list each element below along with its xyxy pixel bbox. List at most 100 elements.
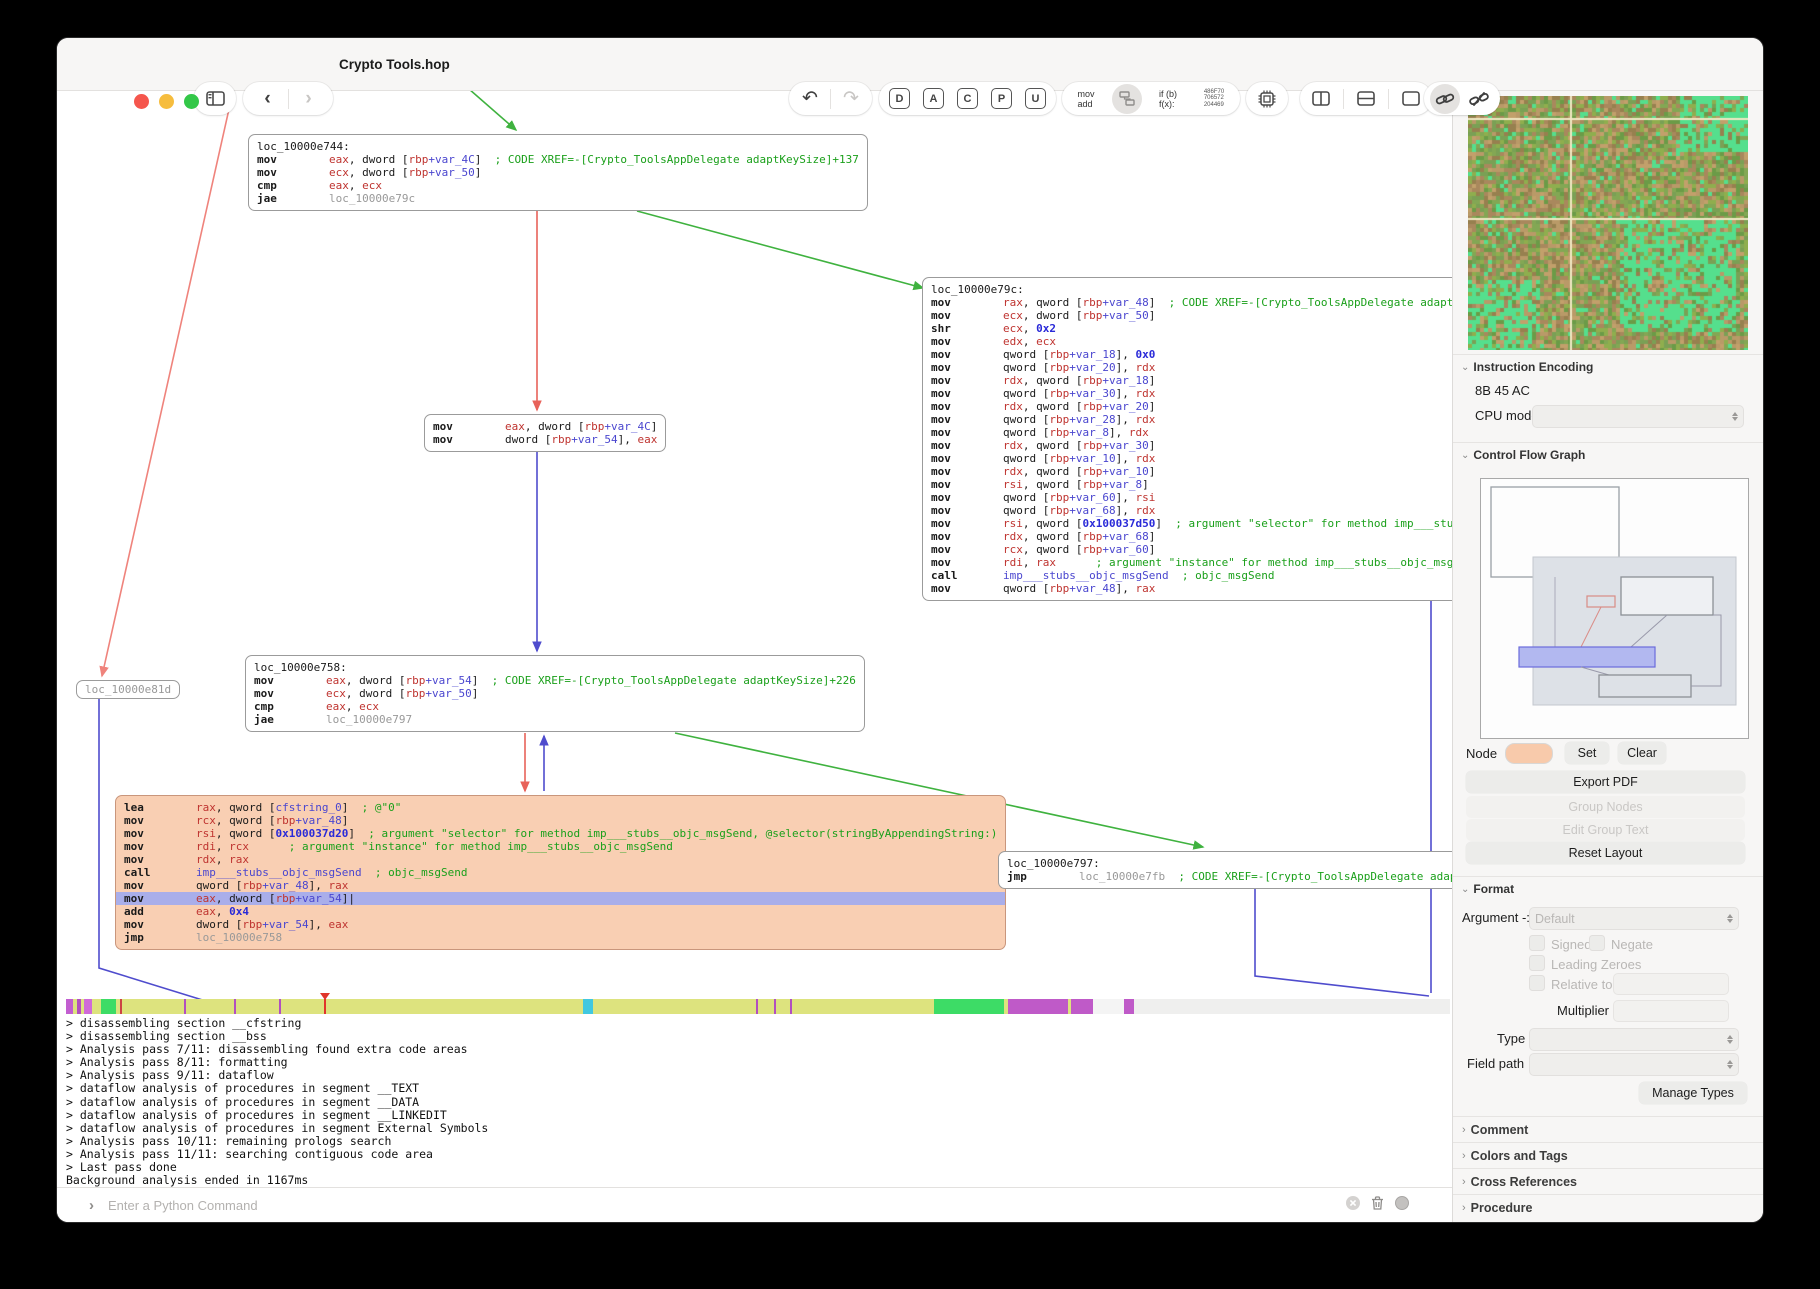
basic-block-loc_10000e81d[interactable]: loc_10000e81d [76,680,180,699]
group-nodes-button: Group Nodes [1466,796,1745,818]
instruction-line: movqword [rbp+var_60], rsi [931,491,1452,504]
assembly-view-button[interactable]: movadd [1068,84,1104,114]
instruction-line: movqword [rbp+var_28], rdx [931,413,1452,426]
hex-view-button[interactable]: 486F70706572204469 [1194,84,1234,114]
redo-icon[interactable]: ↷ [836,84,866,114]
relative-to-checkbox: Relative to [1529,975,1612,992]
node-color-well[interactable] [1505,743,1553,764]
analysis-log: > disassembling section __cfstring> disa… [66,1017,488,1187]
instruction-line: moveax, dword [rbp+var_4C] [433,420,657,433]
section-procedure[interactable]: ›Procedure [1453,1195,1763,1220]
python-command-input[interactable]: Enter a Python Command [108,1198,1345,1213]
zoom-window-button[interactable] [184,94,199,109]
checkbox-icon [1589,935,1605,951]
type-buttons-group: DACPU [879,82,1056,115]
instruction-line: movqword [rbp+var_18], 0x0 [931,348,1452,361]
manage-types-button[interactable]: Manage Types [1639,1082,1747,1104]
instruction-line: cmpeax, ecx [257,179,859,192]
multiplier-field[interactable] [1613,1000,1729,1022]
instruction-line: movqword [rbp+var_8], rdx [931,426,1452,439]
left-sidebar-toggle-icon[interactable] [200,84,230,114]
basic-block-loc_10000e758[interactable]: loc_10000e758:moveax, dword [rbp+var_54]… [245,655,865,732]
split-vertical-icon[interactable] [1306,84,1336,114]
basic-block-mid_block[interactable]: moveax, dword [rbp+var_4C]movdword [rbp+… [424,414,666,452]
checkbox-icon [1529,955,1545,971]
minimize-window-button[interactable] [159,94,174,109]
section-comment[interactable]: ›Comment [1453,1117,1763,1142]
checkbox-icon [1529,935,1545,951]
instruction-line: jaeloc_10000e797 [254,713,856,726]
title-bar: ‹ › Crypto Tools.hop ↶ ↷ DACPU movadd if… [57,38,1763,91]
basic-block-loc_10000e744[interactable]: loc_10000e744:moveax, dword [rbp+var_4C]… [248,134,868,211]
link-views-icon[interactable] [1430,84,1460,114]
divider [830,89,831,109]
toolbar-letter-p-button[interactable]: P [991,88,1012,109]
instruction-line: movqword [rbp+var_48], rax [931,582,1452,595]
cpu-chip-icon[interactable] [1252,84,1282,114]
instruction-line: movrdx, qword [rbp+var_68] [931,530,1452,543]
section-control-flow-graph[interactable]: ⌄ Control Flow Graph [1461,448,1585,462]
close-window-button[interactable] [134,94,149,109]
unlink-views-icon[interactable] [1464,84,1494,114]
instruction-line: loc_10000e797: [1007,857,1452,870]
node-set-button[interactable]: Set [1565,742,1609,764]
back-button[interactable]: ‹ [253,84,283,114]
python-command-bar: › Enter a Python Command [57,1187,1452,1222]
field-path-select[interactable] [1529,1053,1739,1076]
chevron-right-icon: › [1462,1150,1466,1162]
inspector-sidebar: ⌄ Instruction Encoding 8B 45 AC CPU mode… [1452,90,1763,1222]
clear-command-icon[interactable] [1345,1195,1361,1216]
section-colors-and-tags[interactable]: ›Colors and Tags [1453,1143,1763,1168]
chevron-down-icon: ⌄ [1461,362,1469,373]
instruction-line: addeax, 0x4 [124,905,997,918]
pseudocode-view-button[interactable]: if (b)f(x): [1150,84,1186,114]
instruction-line: movecx, dword [rbp+var_50] [931,309,1452,322]
instruction-line: loc_10000e758: [254,661,856,674]
export-pdf-button[interactable]: Export PDF [1466,771,1745,793]
split-horizontal-icon[interactable] [1351,84,1381,114]
reset-layout-button[interactable]: Reset Layout [1466,842,1745,864]
checkbox-icon [1529,975,1545,991]
basic-block-loc_10000e79c[interactable]: loc_10000e79c:movrax, qword [rbp+var_48]… [922,277,1452,601]
forward-button[interactable]: › [294,84,324,114]
instruction-line: shrecx, 0x2 [931,322,1452,335]
type-select[interactable] [1529,1028,1739,1051]
divider [1388,89,1389,109]
navigation-timeline[interactable] [66,999,1450,1014]
instruction-line: movdword [rbp+var_54], eax [124,918,997,931]
section-cross-references[interactable]: ›Cross References [1453,1169,1763,1194]
toolbar-letter-c-button[interactable]: C [957,88,978,109]
toolbar-letter-d-button[interactable]: D [889,88,910,109]
instruction-line: movecx, dword [rbp+var_50] [257,166,859,179]
leading-zeroes-checkbox: Leading Zeroes [1529,955,1641,972]
selected-instruction-line: moveax, dword [rbp+var_54]| [116,892,1005,905]
toolbar-letter-a-button[interactable]: A [923,88,944,109]
single-pane-icon[interactable] [1396,84,1426,114]
cfg-selected-node [1519,647,1655,667]
section-format[interactable]: ⌄ Format [1461,882,1514,896]
instruction-line: movrsi, qword [0x100037d20] ; argument "… [124,827,997,840]
divider [288,89,289,109]
prompt-chevron-icon: › [89,1197,94,1214]
basic-block-orange_block[interactable]: learax, qword [cfstring_0] ; @"0"movrcx,… [115,795,1006,950]
instruction-line: movqword [rbp+var_68], rdx [931,504,1452,517]
binary-minimap[interactable] [1468,96,1748,350]
instruction-line: movqword [rbp+var_10], rdx [931,452,1452,465]
record-circle-icon[interactable] [1394,1195,1410,1216]
signed-checkbox: Signed [1529,935,1591,952]
node-clear-button[interactable]: Clear [1618,742,1666,764]
argument-label: Argument -: [1462,910,1530,925]
instruction-line: movrdx, qword [rbp+var_18] [931,374,1452,387]
instruction-line: movrsi, qword [rbp+var_8] [931,478,1452,491]
chevron-right-icon: › [1462,1202,1466,1214]
cpu-mode-select[interactable] [1532,405,1744,428]
basic-block-loc_10000e797[interactable]: loc_10000e797:jmploc_10000e7fb ; CODE XR… [998,851,1452,889]
instruction-line: movqword [rbp+var_20], rdx [931,361,1452,374]
instruction-line: movrdx, qword [rbp+var_10] [931,465,1452,478]
section-instruction-encoding[interactable]: ⌄ Instruction Encoding [1461,360,1593,374]
toolbar-letter-u-button[interactable]: U [1025,88,1046,109]
instruction-line: movrax, qword [rbp+var_48] ; CODE XREF=-… [931,296,1452,309]
cfg-view-button[interactable] [1112,84,1142,114]
undo-icon[interactable]: ↶ [795,84,825,114]
trash-icon[interactable] [1370,1195,1385,1216]
